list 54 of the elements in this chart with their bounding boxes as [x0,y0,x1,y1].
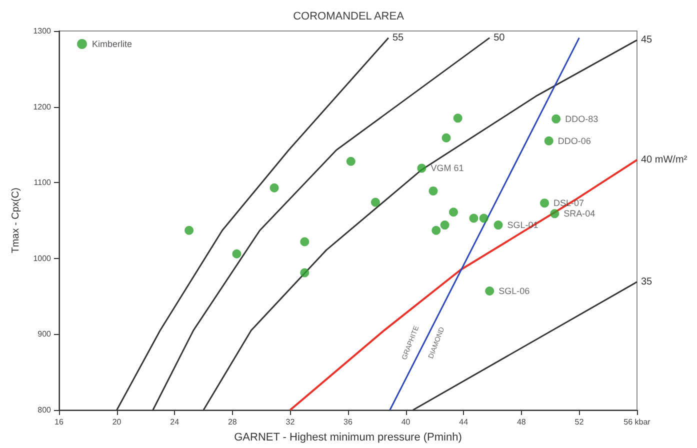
point [479,214,488,223]
annotation: VGM 61 [430,163,464,174]
point [453,114,462,123]
point [440,220,450,230]
annotation: DDO-83 [565,114,598,124]
annotation: SGL-06 [498,286,530,296]
x-tick-label: 56 kbar [624,418,651,426]
series-label: 45 [641,34,653,46]
x-tick-label: 32 [286,418,296,426]
y-tick-label: 1100 [34,178,52,188]
point [485,286,494,296]
x-tick-label: 52 [574,418,584,426]
x-tick-label: 16 [54,418,64,426]
line-series [289,158,638,411]
point [370,198,380,207]
x-tick-label: 24 [170,418,180,426]
point [442,133,451,142]
point [540,198,550,208]
series-label: 40 mW/m² [641,154,688,166]
y-tick-label: 1300 [33,26,52,36]
x-tick-label: 36 [344,418,353,426]
point [432,226,441,235]
point [544,136,554,146]
point [428,186,438,196]
point [552,114,561,124]
annotation: DDO-06 [558,136,591,146]
x-tick-label: 40 [401,418,411,426]
point [184,226,194,235]
annotation: SRA-04 [564,208,596,219]
x-tick-label: 48 [516,418,526,426]
y-tick-label: 800 [38,406,52,414]
series-label: 50 [494,32,506,44]
point [270,183,279,192]
y-tick-label: 1200 [33,102,52,112]
x-axis-title: GARNET - Highest minimum pressure (Pminh) [234,432,462,444]
point [232,249,242,258]
y-axis-title: Tmax - Cpx(C) [10,188,22,254]
y-tick-label: 1000 [33,254,52,263]
x-tick-label: 20 [112,418,122,426]
point [346,156,356,166]
x-tick-label: 44 [459,418,469,426]
point [300,237,310,246]
legend-label: Kimberlite [92,39,132,49]
point [550,209,560,218]
chart-title: COROMANDEL AREA [293,10,405,22]
point [469,214,478,223]
point [300,268,310,278]
series-label: 55 [392,32,404,44]
y-tick-label: 900 [38,330,52,339]
x-tick-label: 28 [228,418,238,426]
series-label: 35 [641,276,653,288]
point [494,220,503,230]
point [417,164,426,173]
point [448,208,458,217]
